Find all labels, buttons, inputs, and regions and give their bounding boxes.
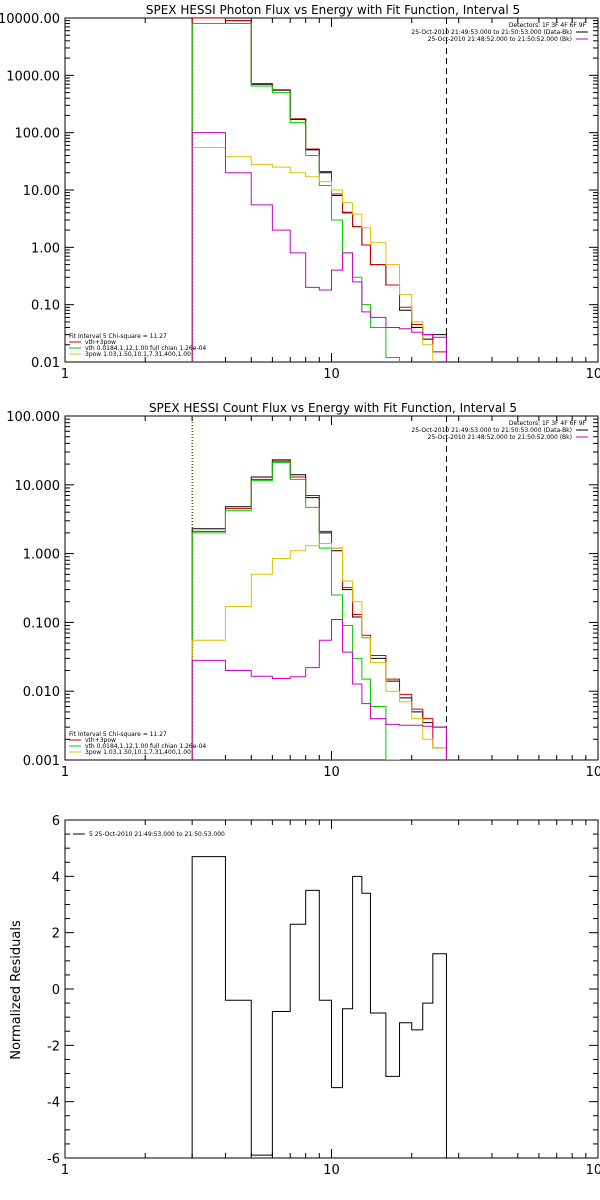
y-tick-label: 0: [52, 983, 60, 998]
series-line-0: [191, 459, 447, 760]
legend-entry-label: vth 0.0184,1.12,1.00 full chian 1.26e-04: [85, 345, 206, 352]
y-tick-label: 10.00: [23, 184, 60, 199]
photon-flux-panel: SPEX HESSI Photon Flux vs Energy with Fi…: [0, 3, 600, 382]
y-tick-label: 0.10: [31, 299, 60, 314]
x-tick-label: 1: [61, 1163, 69, 1178]
legend-entry-label: 5 25-Oct-2010 21:49:53.000 to 21:50:53.0…: [89, 831, 225, 838]
y-tick-label: 0.010: [23, 685, 60, 700]
series-group: [191, 459, 447, 760]
x-tick-label: 100: [586, 367, 600, 382]
legend-entry-label: vth 0.0184,1.12,1.00 full chian 1.26e-04: [85, 743, 206, 750]
y-tick-label: 4: [52, 870, 60, 885]
y-tick-label: 0.001: [23, 754, 60, 769]
legend-heading: Detectors: 1F 3F 4F 6F 9F: [509, 420, 587, 427]
count-flux-panel: SPEX HESSI Count Flux vs Energy with Fit…: [6, 401, 600, 780]
legend-entry-label: 25-Oct-2010 21:49:53.000 to 21:50:53.000…: [411, 29, 572, 36]
series-group: [191, 18, 447, 362]
y-tick-label: 100.00: [15, 127, 61, 142]
legend-heading: Fit Interval 5 Chi-square = 11.27: [69, 731, 167, 738]
y-tick-label: 1000.00: [6, 69, 60, 84]
legend-entry-label: 25-Oct-2010 21:49:53.000 to 21:50:53.000…: [411, 427, 572, 434]
y-axis-label: Normalized Residuals: [9, 920, 24, 1060]
legend-entry-label: 25-Oct-2010 21:48:52.000 to 21:50:52.000…: [428, 36, 572, 43]
y-tick-label: 10.000: [15, 479, 61, 494]
series-line-4: [191, 132, 447, 362]
x-tick-label: 10: [323, 765, 340, 780]
series-group: [191, 856, 447, 1158]
plot-frame: [64, 819, 599, 1159]
y-tick-label: 1.00: [31, 241, 60, 256]
y-tick-label: -6: [47, 1152, 60, 1167]
x-tick-label: 100: [586, 1163, 600, 1178]
series-line-2: [191, 462, 447, 760]
x-tick-label: 100: [586, 765, 600, 780]
legend-heading: Fit Interval 5 Chi-square = 11.27: [69, 333, 167, 340]
y-tick-label: 100.000: [6, 410, 60, 425]
legend-entry-label: vth+3pow: [85, 339, 116, 346]
series-line-1: [191, 18, 447, 362]
residuals-panel: Normalized Residuals 1 10 100 -6 -4 -2 0 2 4 6 5 2…: [9, 814, 600, 1178]
legend-entry-label: 3pow 1.03,1.50,10.1,7.31,400,1.00: [85, 749, 191, 756]
series-line-4: [191, 619, 447, 760]
x-tick-label: 1: [61, 765, 69, 780]
legend-entry-label: vth+3pow: [85, 737, 116, 744]
y-tick-label: 2: [52, 927, 60, 942]
y-tick-label: -2: [47, 1039, 60, 1054]
y-tick-label: 6: [52, 814, 60, 829]
y-tick-label: 0.01: [31, 356, 60, 371]
x-tick-label: 10: [323, 367, 340, 382]
legend-entry-label: 25-Oct-2010 21:48:52.000 to 21:50:52.000…: [428, 434, 572, 441]
series-line-3: [191, 543, 447, 760]
series-line-1: [191, 460, 447, 760]
y-tick-label: 1.000: [23, 548, 60, 563]
y-tick-label: 0.100: [23, 616, 60, 631]
series-line-2: [191, 23, 447, 362]
chart-title: SPEX HESSI Photon Flux vs Energy with Fi…: [146, 3, 520, 17]
chart-title: SPEX HESSI Count Flux vs Energy with Fit…: [149, 401, 517, 415]
series-line-0: [191, 18, 447, 362]
y-tick-label: 10000.00: [0, 12, 60, 27]
legend-heading: Detectors: 1F 3F 4F 6F 9F: [509, 22, 587, 29]
y-tick-label: -4: [47, 1096, 60, 1111]
x-tick-label: 10: [323, 1163, 340, 1178]
series-line-3: [191, 147, 447, 362]
series-line-0: [191, 856, 447, 1158]
x-tick-label: 1: [61, 367, 69, 382]
legend-entry-label: 3pow 1.03,1.50,10.1,7.31,400,1.00: [85, 351, 191, 358]
